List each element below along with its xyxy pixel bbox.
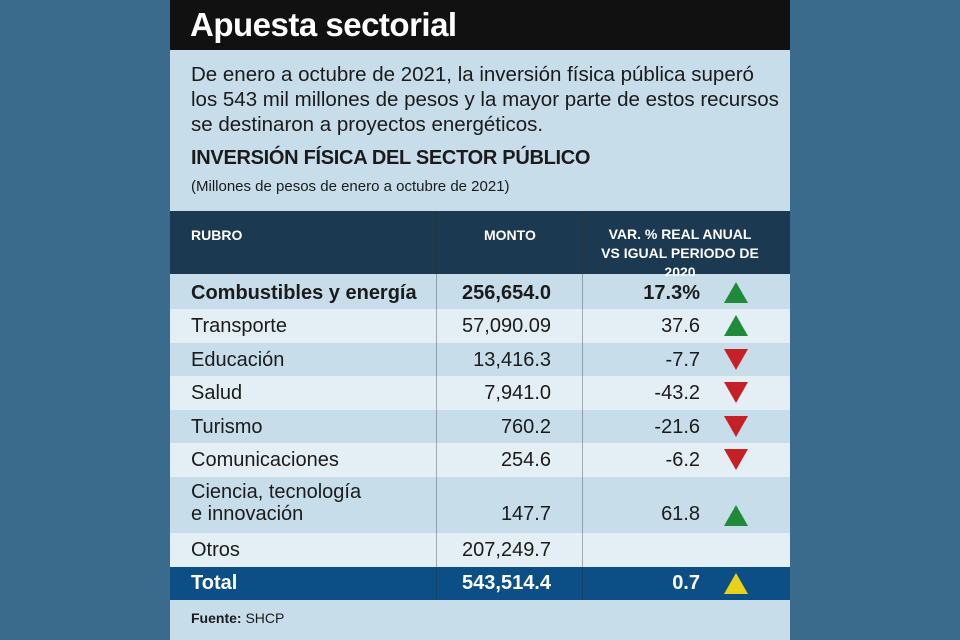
cell-variation: 61.8	[661, 503, 700, 525]
cell-variation: -7.7	[665, 349, 700, 371]
cell-rubro: Otros	[191, 539, 240, 561]
table-row: Ciencia, tecnología e innovación 147.7 61.8	[170, 477, 790, 533]
cell-rubro: Combustibles y energía	[191, 282, 417, 304]
cell-monto: 13,416.3	[473, 349, 551, 371]
cell-variation: -21.6	[654, 416, 700, 438]
page-title: Apuesta sectorial	[170, 0, 790, 50]
source-value: SHCP	[245, 610, 285, 626]
arrow-up-icon	[724, 573, 748, 594]
cell-monto: 254.6	[500, 449, 551, 471]
header-monto: MONTO	[484, 227, 536, 243]
cell-rubro: Salud	[191, 382, 243, 404]
arrow-down-icon	[724, 449, 748, 470]
table-row: Transporte 57,090.09 37.6	[170, 309, 790, 343]
table-title: INVERSIÓN FÍSICA DEL SECTOR PÚBLICO	[191, 147, 591, 169]
total-row: Total 543,514.4 0.7	[170, 567, 790, 600]
cell-monto: 147.7	[500, 503, 551, 525]
source-label: Fuente:	[191, 610, 242, 626]
cell-rubro: Ciencia, tecnología e innovación	[191, 481, 362, 525]
table-row: Turismo 760.2 -21.6	[170, 410, 790, 443]
table-subtitle: (Millones de pesos de enero a octubre de…	[191, 178, 510, 195]
cell-rubro: Turismo	[191, 416, 263, 438]
cell-variation: -43.2	[654, 382, 700, 404]
total-label: Total	[191, 572, 238, 594]
arrow-down-icon	[724, 416, 748, 437]
arrow-down-icon	[724, 382, 748, 403]
table-body: Combustibles y energía 256,654.0 17.3% Tran…	[170, 276, 790, 600]
table-row: Comunicaciones 254.6 -6.2	[170, 443, 790, 477]
cell-variation: 37.6	[661, 315, 700, 337]
cell-variation: -6.2	[665, 449, 700, 471]
cell-monto: 57,090.09	[462, 315, 551, 337]
total-monto: 543,514.4	[462, 572, 551, 594]
column-divider-monto	[436, 211, 437, 600]
cell-monto: 7,941.0	[484, 382, 551, 404]
cell-monto: 760.2	[500, 416, 551, 438]
infographic-card: Apuesta sectorial De enero a octubre de …	[170, 0, 790, 640]
header-variation: VAR. % REAL ANUAL VS IGUAL PERIODO DE 20…	[590, 225, 770, 282]
intro-text: De enero a octubre de 2021, la inversión…	[191, 63, 779, 136]
header-variation-line2: VS IGUAL PERIODO DE 2020	[601, 245, 759, 280]
table-header: RUBRO MONTO VAR. % REAL ANUAL VS IGUAL P…	[170, 211, 790, 280]
column-divider-var	[582, 211, 583, 600]
table-row: Educación 13,416.3 -7.7	[170, 343, 790, 376]
cell-monto: 256,654.0	[462, 282, 551, 304]
cell-rubro: Comunicaciones	[191, 449, 339, 471]
arrow-up-icon	[724, 505, 748, 526]
cell-rubro: Transporte	[191, 315, 287, 337]
table-row: Combustibles y energía 256,654.0 17.3%	[170, 276, 790, 309]
cell-monto: 207,249.7	[462, 539, 551, 561]
cell-variation: 17.3%	[643, 282, 700, 304]
cell-rubro: Educación	[191, 349, 285, 371]
arrow-up-icon	[724, 315, 748, 336]
total-variation: 0.7	[672, 572, 700, 594]
header-rubro: RUBRO	[191, 227, 243, 243]
arrow-down-icon	[724, 349, 748, 370]
table-row: Otros 207,249.7	[170, 533, 790, 567]
table-row: Salud 7,941.0 -43.2	[170, 376, 790, 410]
header-variation-line1: VAR. % REAL ANUAL	[608, 226, 752, 242]
source-note: Fuente: SHCP	[191, 610, 284, 626]
arrow-up-icon	[724, 282, 748, 303]
